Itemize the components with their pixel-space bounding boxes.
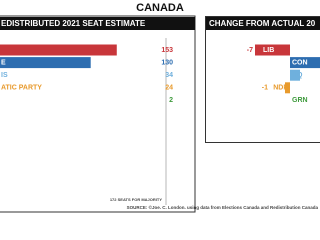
bar bbox=[255, 44, 290, 56]
bar bbox=[285, 82, 290, 94]
page-title: CANADA bbox=[136, 2, 184, 14]
source: SOURCE: ©Joe. C. London. using data from… bbox=[127, 204, 319, 210]
category-label: ATIC PARTY bbox=[1, 85, 42, 92]
value-label: 153 bbox=[161, 47, 173, 54]
category-label: NDP bbox=[273, 85, 288, 92]
majority-note: 172 SEATS FOR MAJORITY bbox=[110, 197, 162, 202]
value-label: 2 bbox=[169, 97, 173, 104]
right-panel bbox=[205, 16, 320, 143]
category-label: LIB bbox=[263, 47, 274, 54]
category-label: BQ bbox=[292, 72, 303, 79]
bar bbox=[290, 57, 320, 69]
value-label: 34 bbox=[165, 72, 173, 79]
value-label: -7 bbox=[247, 47, 253, 54]
category-label: GRN bbox=[292, 97, 308, 104]
left-header bbox=[0, 17, 195, 30]
left-panel bbox=[0, 15, 196, 213]
category-label: CON bbox=[292, 59, 308, 66]
value-label: 130 bbox=[161, 59, 173, 66]
bar bbox=[0, 57, 91, 69]
right-title: CHANGE FROM ACTUAL 20 bbox=[209, 19, 316, 28]
chart: CANADA EDISTRIBUTED 2021 SEAT ESTIMATE C… bbox=[0, 2, 320, 213]
bar bbox=[0, 44, 117, 56]
category-label: E bbox=[1, 59, 6, 66]
bar bbox=[290, 69, 300, 81]
value-label: -1 bbox=[262, 85, 268, 92]
value-label: 24 bbox=[165, 85, 173, 92]
right-header bbox=[206, 17, 320, 30]
left-title: EDISTRIBUTED 2021 SEAT ESTIMATE bbox=[1, 19, 146, 28]
category-label: IS bbox=[1, 72, 8, 79]
